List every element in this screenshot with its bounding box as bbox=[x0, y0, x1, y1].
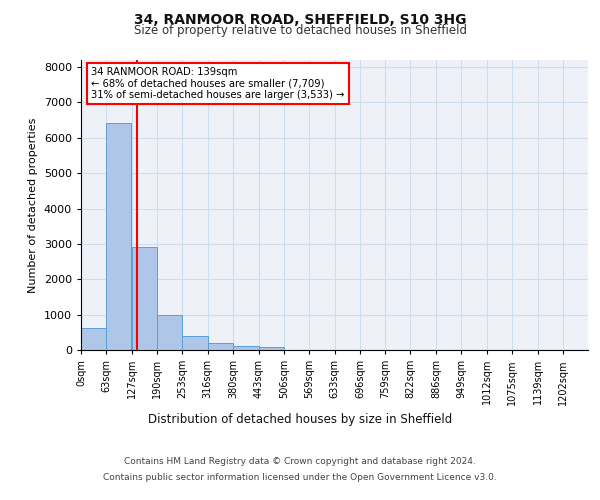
Text: Distribution of detached houses by size in Sheffield: Distribution of detached houses by size … bbox=[148, 412, 452, 426]
Y-axis label: Number of detached properties: Number of detached properties bbox=[28, 118, 38, 292]
Bar bbox=[182, 336, 208, 350]
Bar bbox=[208, 344, 233, 350]
Text: 34 RANMOOR ROAD: 139sqm
← 68% of detached houses are smaller (7,709)
31% of semi: 34 RANMOOR ROAD: 139sqm ← 68% of detache… bbox=[91, 68, 344, 100]
Bar bbox=[259, 347, 284, 350]
Bar bbox=[233, 346, 259, 350]
Bar bbox=[106, 122, 131, 350]
Text: 34, RANMOOR ROAD, SHEFFIELD, S10 3HG: 34, RANMOOR ROAD, SHEFFIELD, S10 3HG bbox=[134, 12, 466, 26]
Bar bbox=[81, 328, 106, 350]
Text: Contains public sector information licensed under the Open Government Licence v3: Contains public sector information licen… bbox=[103, 472, 497, 482]
Text: Contains HM Land Registry data © Crown copyright and database right 2024.: Contains HM Land Registry data © Crown c… bbox=[124, 458, 476, 466]
Bar bbox=[132, 246, 157, 350]
Text: Size of property relative to detached houses in Sheffield: Size of property relative to detached ho… bbox=[133, 24, 467, 37]
Bar bbox=[157, 314, 182, 350]
